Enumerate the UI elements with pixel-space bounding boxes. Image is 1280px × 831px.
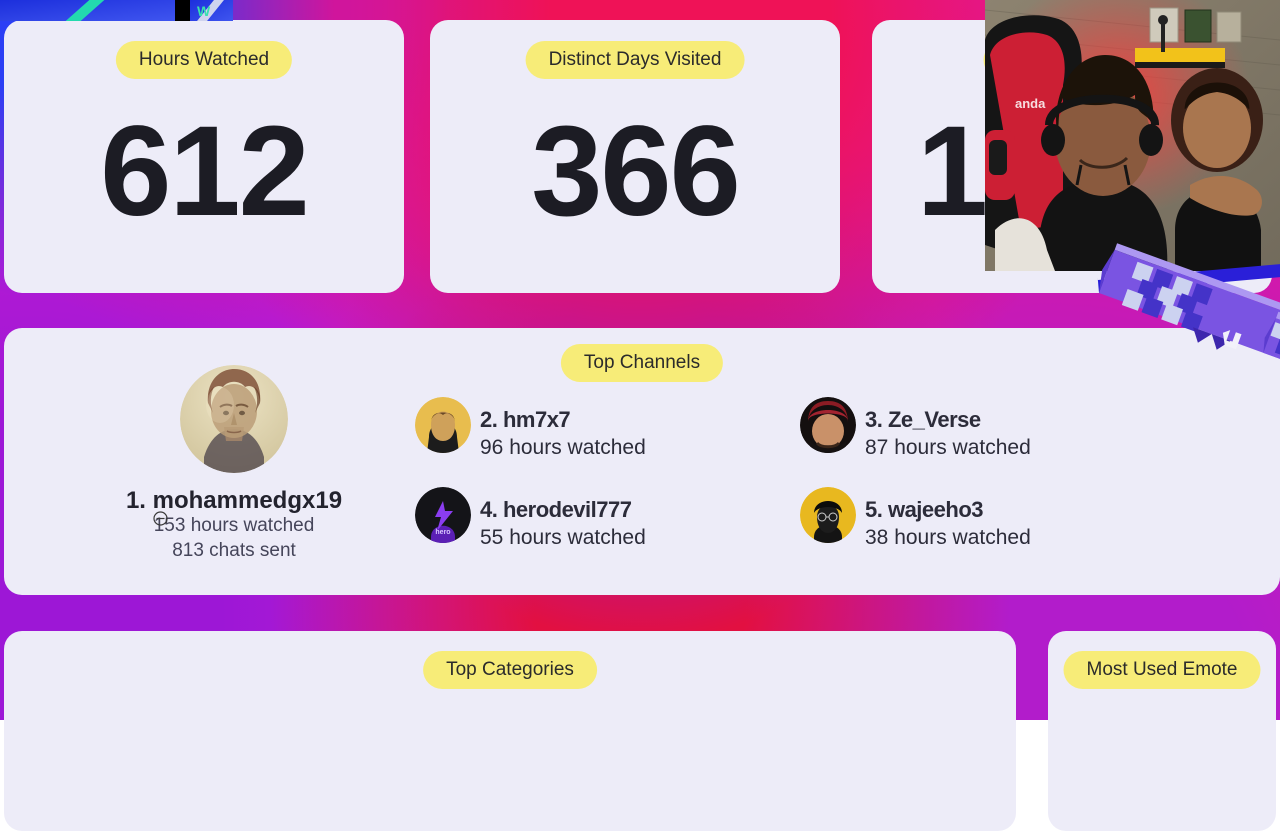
svg-text:anda: anda	[1015, 96, 1046, 111]
svg-text:hero: hero	[435, 529, 450, 536]
svg-text:W: W	[197, 3, 211, 19]
